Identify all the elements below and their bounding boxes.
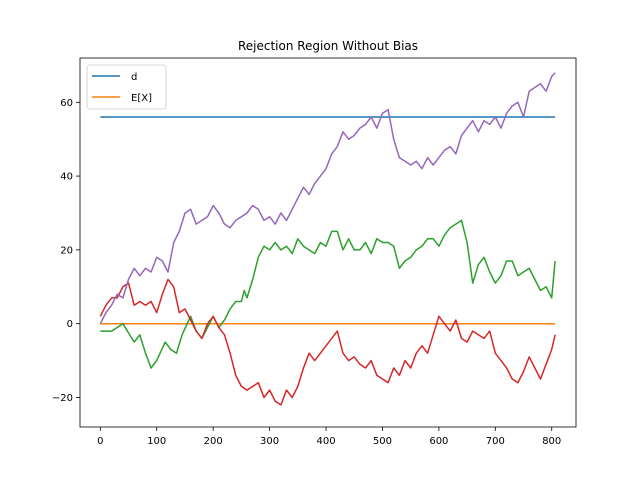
legend-label-d: d bbox=[131, 72, 137, 83]
plot-frame bbox=[79, 57, 577, 428]
series-red-line bbox=[99, 278, 556, 406]
y-tick-label: 20 bbox=[60, 245, 73, 256]
legend-box bbox=[86, 64, 167, 110]
x-tick-label: 200 bbox=[204, 436, 223, 447]
axis-ticks: 0 100 200 300 400 500 600 700 800 −20 0 20 40 60 bbox=[52, 98, 561, 447]
y-tick-label: −20 bbox=[52, 393, 73, 404]
x-tick-label: 300 bbox=[260, 436, 279, 447]
x-tick-label: 800 bbox=[542, 436, 561, 447]
x-tick-label: 500 bbox=[373, 436, 392, 447]
legend-label-ex: E[X] bbox=[131, 93, 152, 104]
y-tick-label: 60 bbox=[60, 98, 73, 109]
series-purple-line bbox=[99, 72, 556, 325]
series-lines bbox=[99, 72, 556, 406]
x-tick-label: 700 bbox=[486, 436, 505, 447]
x-tick-label: 0 bbox=[97, 436, 103, 447]
legend: d E[X] bbox=[86, 64, 167, 110]
chart-title: Rejection Region Without Bias bbox=[238, 39, 418, 53]
y-tick-label: 40 bbox=[60, 172, 73, 183]
x-tick-label: 100 bbox=[147, 436, 166, 447]
x-tick-label: 400 bbox=[316, 436, 335, 447]
y-tick-label: 0 bbox=[67, 319, 73, 330]
x-tick-label: 600 bbox=[429, 436, 448, 447]
